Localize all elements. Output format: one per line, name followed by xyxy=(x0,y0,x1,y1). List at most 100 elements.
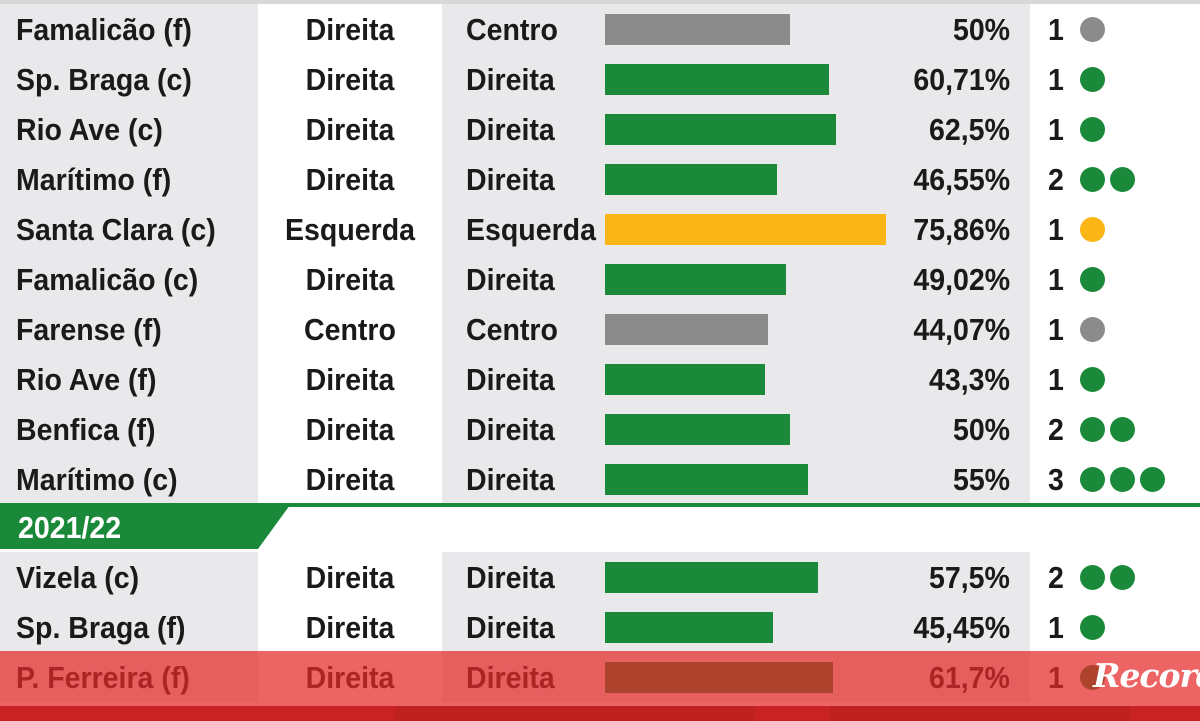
team-label: Santa Clara (c) xyxy=(16,212,216,247)
percentage-label: 61,7% xyxy=(929,660,1010,695)
table-row: Vizela (c) Direita Direita 57,5% 2 xyxy=(0,552,1200,602)
percentage-bar xyxy=(605,264,786,295)
direction-cell xyxy=(258,154,442,204)
goal-dot-icon xyxy=(1080,366,1105,392)
shot-direction-label: Direita xyxy=(305,12,395,47)
percentage-bar xyxy=(605,164,777,195)
team-label: Farense (f) xyxy=(16,312,162,347)
goals-dots xyxy=(1080,4,1105,54)
shot-direction-label: Direita xyxy=(305,62,395,97)
goals-count-label: 2 xyxy=(1048,162,1064,197)
percentage-label: 62,5% xyxy=(929,112,1010,147)
shot-direction-label: Centro xyxy=(304,312,396,347)
direction-cell xyxy=(258,404,442,454)
goal-dot-icon xyxy=(1080,316,1105,342)
team-label: Sp. Braga (f) xyxy=(16,610,186,645)
percentage-bar xyxy=(605,64,829,95)
team-label: Sp. Braga (c) xyxy=(16,62,192,97)
goals-dots xyxy=(1080,602,1105,652)
goals-cell xyxy=(1030,4,1200,54)
goals-dots xyxy=(1080,552,1135,602)
percentage-label: 75,86% xyxy=(913,212,1010,247)
table-row: Marítimo (c) Direita Direita 55% 3 xyxy=(0,454,1200,504)
goals-dots xyxy=(1080,154,1135,204)
season-header-tab xyxy=(0,505,290,549)
table-row: Rio Ave (f) Direita Direita 43,3% 1 xyxy=(0,354,1200,404)
goalkeeper-direction-label: Direita xyxy=(466,412,555,447)
percentage-bar xyxy=(605,612,773,643)
goal-dot-icon xyxy=(1080,614,1105,640)
goalkeeper-direction-label: Direita xyxy=(466,462,555,497)
goals-count-label: 1 xyxy=(1048,62,1064,97)
percentage-bar xyxy=(605,114,836,145)
percentage-label: 46,55% xyxy=(913,162,1010,197)
table-row: Santa Clara (c) Esquerda Esquerda 75,86% 1 xyxy=(0,204,1200,254)
percentage-label: 60,71% xyxy=(913,62,1010,97)
team-label: Benfica (f) xyxy=(16,412,156,447)
team-cell xyxy=(0,552,258,602)
team-label: P. Ferreira (f) xyxy=(16,660,190,695)
shot-direction-label: Esquerda xyxy=(285,212,415,247)
goals-dots xyxy=(1080,354,1105,404)
shot-direction-label: Direita xyxy=(305,660,395,695)
shot-direction-label: Direita xyxy=(305,412,395,447)
goalkeeper-direction-label: Centro xyxy=(466,12,558,47)
team-label: Famalicão (c) xyxy=(16,262,199,297)
direction-cell xyxy=(258,254,442,304)
goal-dot-icon xyxy=(1080,216,1105,242)
top-divider xyxy=(0,0,1200,4)
goal-dot-icon xyxy=(1080,16,1105,42)
team-cell xyxy=(0,354,258,404)
direction-cell xyxy=(442,454,602,504)
goal-dot-icon xyxy=(1110,466,1135,492)
goals-dots xyxy=(1080,54,1105,104)
goals-cell xyxy=(1030,104,1200,154)
direction-cell xyxy=(258,552,442,602)
team-cell xyxy=(0,204,258,254)
goal-dot-icon xyxy=(1080,564,1105,590)
percentage-bar xyxy=(605,562,818,593)
goal-dot-icon xyxy=(1110,166,1135,192)
direction-cell xyxy=(442,254,602,304)
direction-cell xyxy=(442,552,602,602)
shot-direction-label: Direita xyxy=(305,362,395,397)
table-row: Sp. Braga (c) Direita Direita 60,71% 1 xyxy=(0,54,1200,104)
goals-count-label: 2 xyxy=(1048,560,1064,595)
table-row: Famalicão (f) Direita Centro 50% 1 xyxy=(0,4,1200,54)
percentage-label: 55% xyxy=(952,462,1010,497)
goals-cell xyxy=(1030,304,1200,354)
team-cell xyxy=(0,154,258,204)
goals-count-label: 1 xyxy=(1048,262,1064,297)
goals-dots xyxy=(1080,104,1105,154)
percentage-label: 50% xyxy=(952,412,1010,447)
table-row: Rio Ave (c) Direita Direita 62,5% 1 xyxy=(0,104,1200,154)
team-cell xyxy=(0,304,258,354)
season-divider-line xyxy=(0,503,1200,507)
goalkeeper-direction-label: Direita xyxy=(466,262,555,297)
goals-cell xyxy=(1030,602,1200,652)
direction-cell xyxy=(258,304,442,354)
team-label: Rio Ave (c) xyxy=(16,112,163,147)
direction-cell xyxy=(442,154,602,204)
goals-count-label: 1 xyxy=(1048,312,1064,347)
team-cell xyxy=(0,404,258,454)
goalkeeper-direction-label: Direita xyxy=(466,660,555,695)
team-cell xyxy=(0,454,258,504)
percentage-bar xyxy=(605,464,808,495)
shot-direction-label: Direita xyxy=(305,162,395,197)
percentage-label: 50% xyxy=(952,12,1010,47)
team-cell xyxy=(0,602,258,652)
goal-dot-icon xyxy=(1080,66,1105,92)
goal-dot-icon xyxy=(1080,116,1105,142)
goals-count-label: 3 xyxy=(1048,462,1064,497)
direction-cell xyxy=(442,204,602,254)
goalkeeper-direction-label: Direita xyxy=(466,560,555,595)
goalkeeper-direction-label: Direita xyxy=(466,362,555,397)
shot-direction-label: Direita xyxy=(305,462,395,497)
goal-dot-icon xyxy=(1080,416,1105,442)
goals-count-label: 1 xyxy=(1048,660,1064,695)
goals-cell xyxy=(1030,354,1200,404)
shot-direction-label: Direita xyxy=(305,610,395,645)
goalkeeper-direction-label: Direita xyxy=(466,62,555,97)
